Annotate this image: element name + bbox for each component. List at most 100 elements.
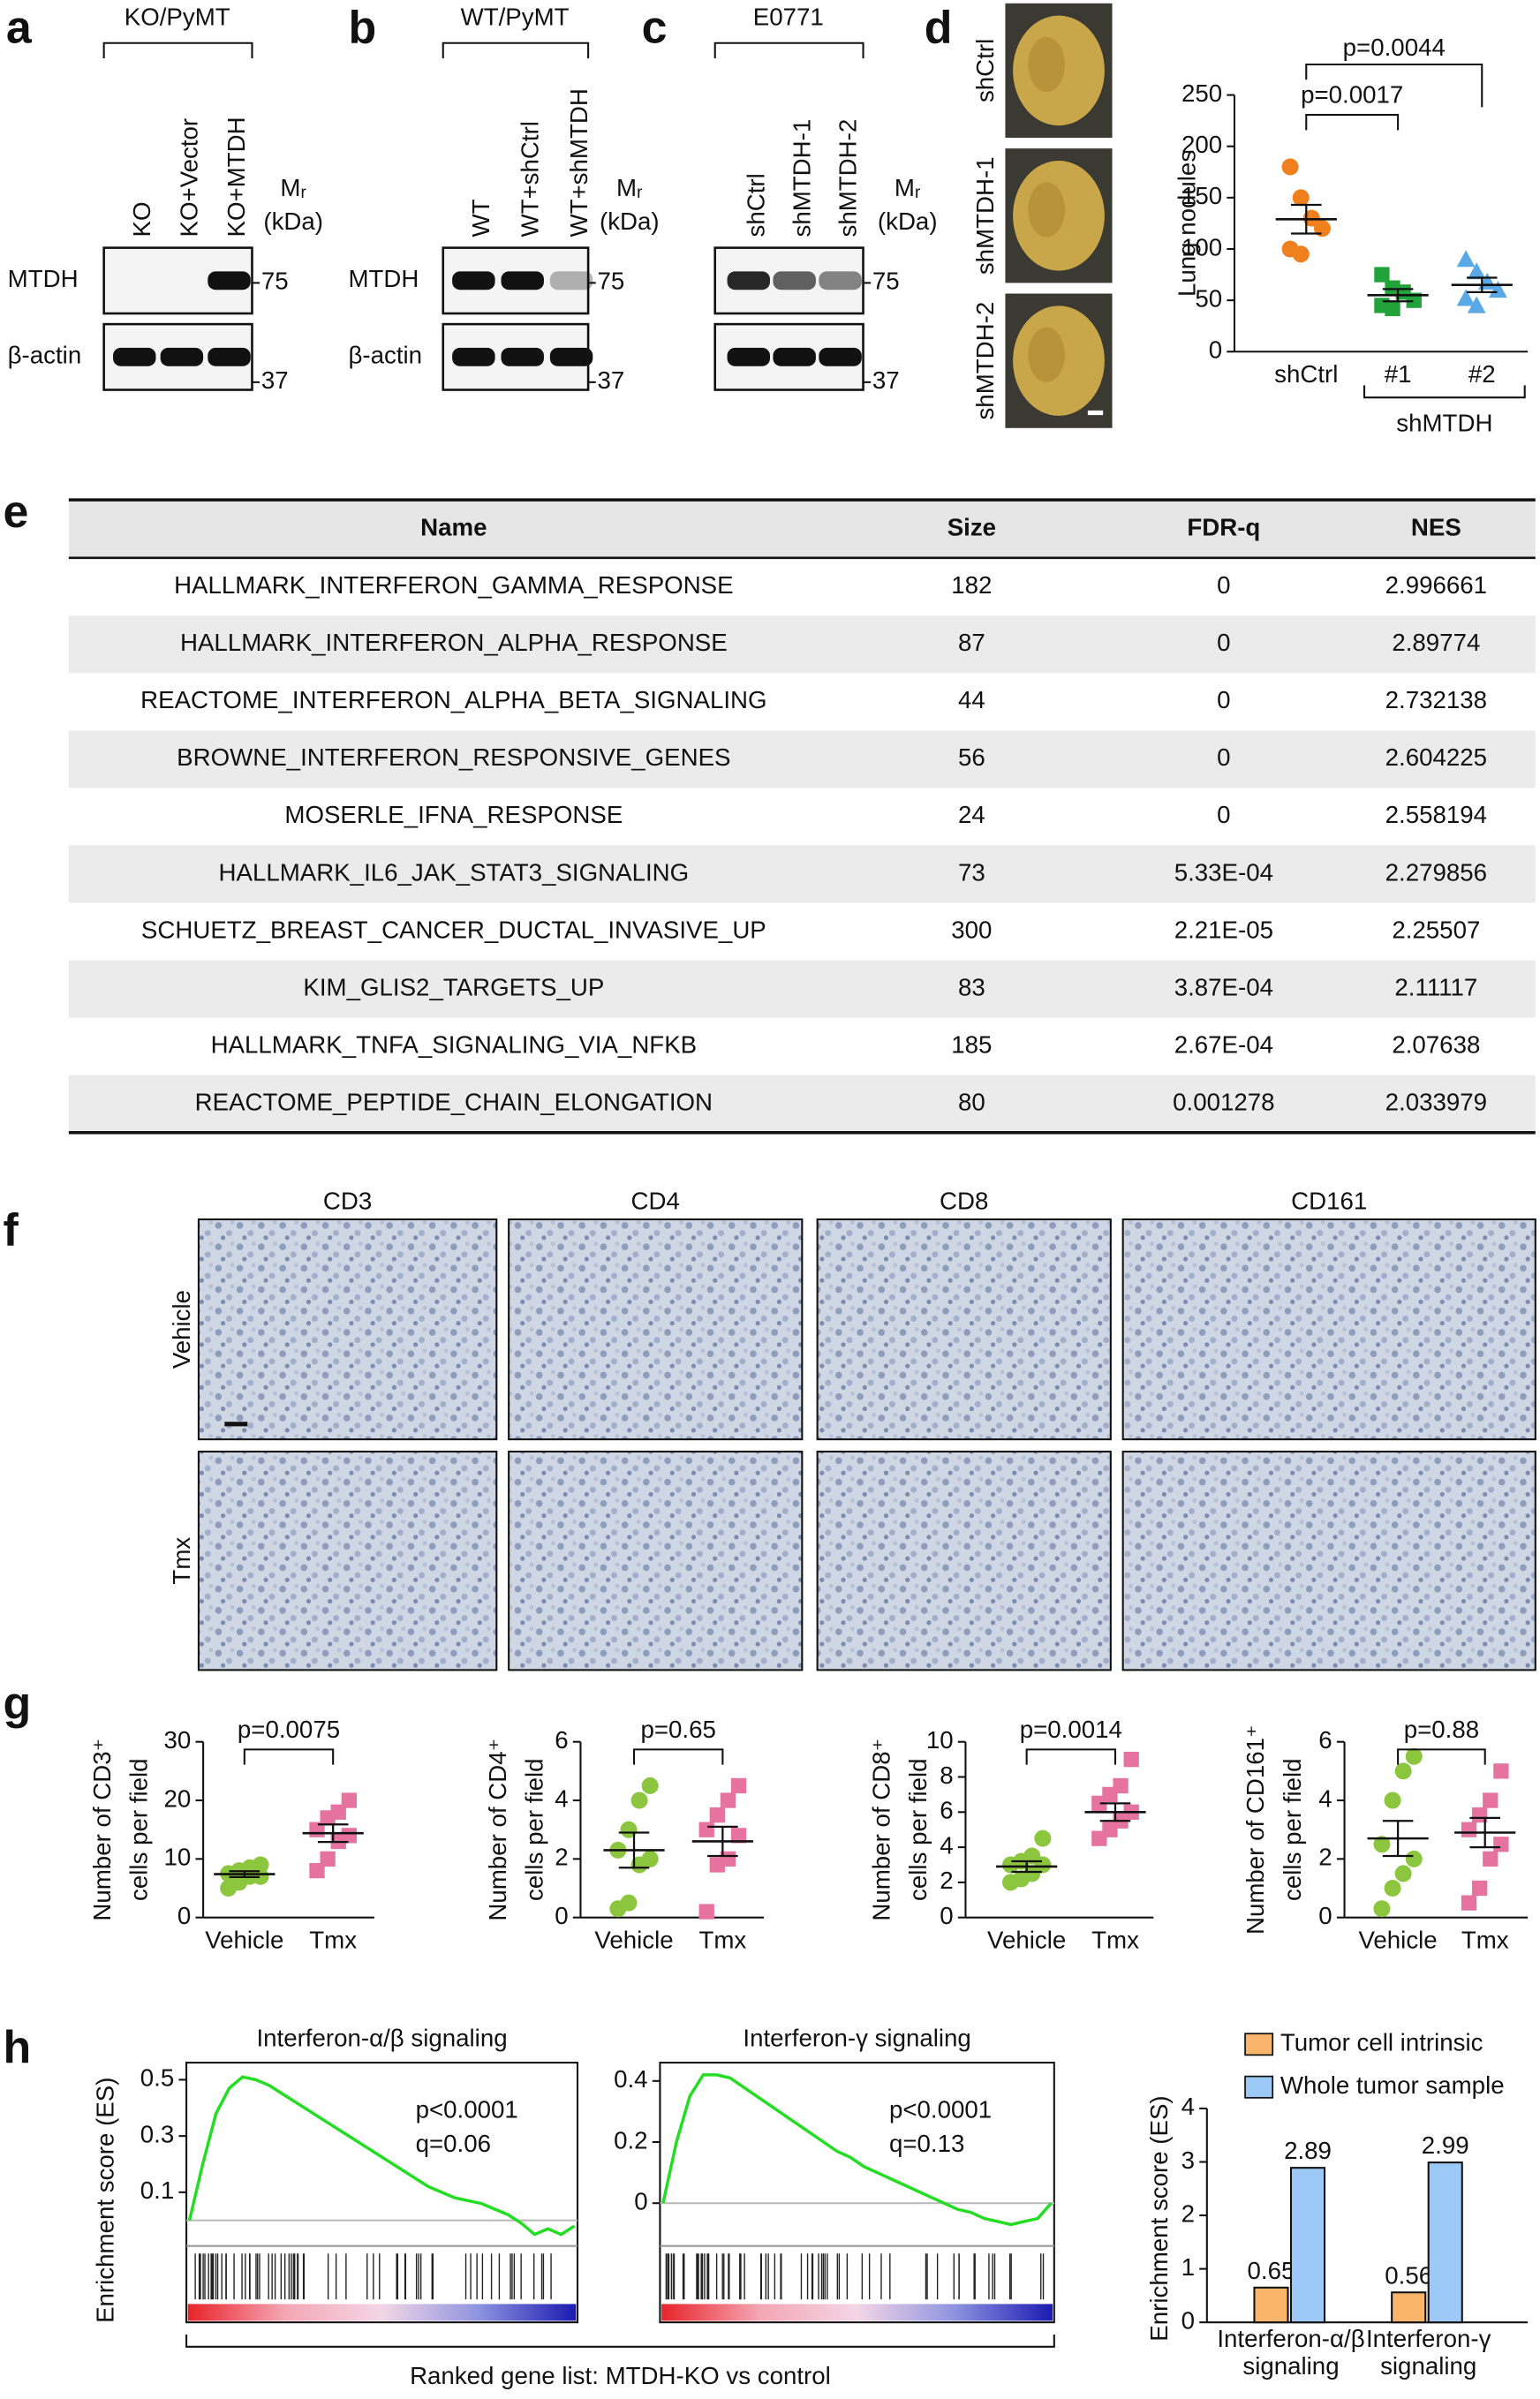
point bbox=[630, 1792, 648, 1809]
band bbox=[160, 347, 204, 366]
point bbox=[1113, 1777, 1129, 1794]
marker-label: 75 bbox=[597, 268, 624, 295]
table-cell: REACTOME_PEPTIDE_CHAIN_ELONGATION bbox=[195, 1089, 713, 1116]
marker-label: 75 bbox=[872, 268, 900, 295]
ihc-column: CD3 bbox=[323, 1187, 372, 1214]
bar bbox=[1427, 2161, 1463, 2324]
band bbox=[819, 347, 862, 366]
row-bg bbox=[68, 615, 1536, 674]
error-bar bbox=[1469, 1816, 1501, 1849]
y-tick-label: 6 bbox=[1318, 1726, 1332, 1754]
y-tick-label: 200 bbox=[1181, 131, 1222, 158]
bar bbox=[1253, 2286, 1289, 2324]
panel-letter: h bbox=[3, 2021, 31, 2072]
data-label: 2.99 bbox=[1422, 2131, 1469, 2159]
hit-lines bbox=[194, 2253, 552, 2300]
chart-title: Interferon-α/β signaling bbox=[256, 2024, 507, 2051]
bar bbox=[1391, 2291, 1427, 2324]
table-cell: 2.279856 bbox=[1385, 858, 1487, 886]
panel-letter: d bbox=[925, 2, 953, 53]
data-label: 0.65 bbox=[1248, 2257, 1295, 2284]
table-cell: HALLMARK_INTERFERON_GAMMA_RESPONSE bbox=[174, 571, 734, 599]
point bbox=[709, 1807, 725, 1823]
table-cell: MOSERLE_IFNA_RESPONSE bbox=[284, 801, 623, 828]
lane-label: KO+Vector bbox=[176, 118, 203, 238]
y-tick-label: 10 bbox=[926, 1726, 954, 1754]
annotation: p<0.0001 bbox=[889, 2096, 992, 2124]
lane-label: WT bbox=[467, 199, 494, 237]
y-tick-label: 4 bbox=[1318, 1784, 1332, 1812]
blot-header: WT/PyMT bbox=[461, 3, 570, 30]
panel-letter: e bbox=[3, 486, 28, 537]
es-curve bbox=[661, 2073, 1053, 2227]
table-cell: 182 bbox=[951, 571, 992, 599]
y-tick-label: 2 bbox=[1318, 1844, 1332, 1871]
y-tick-label: 4 bbox=[555, 1784, 568, 1812]
p-value: p=0.65 bbox=[640, 1716, 715, 1743]
point bbox=[330, 1804, 346, 1820]
lung-shade bbox=[1028, 182, 1065, 238]
y-tick-label: 0 bbox=[555, 1902, 568, 1929]
lane-label: shMTDH-1 bbox=[788, 119, 815, 238]
row-label: MTDH bbox=[8, 265, 79, 292]
table-cell: 2.07638 bbox=[1392, 1030, 1480, 1058]
mr-label: Mᵣ bbox=[280, 174, 306, 201]
point bbox=[1467, 262, 1486, 280]
row-bg bbox=[68, 845, 1536, 903]
table-cell: 2.25507 bbox=[1392, 916, 1480, 943]
band bbox=[773, 347, 816, 366]
x-tick-label: Tmx bbox=[1461, 1927, 1509, 1954]
marker-label: 37 bbox=[597, 366, 624, 394]
x-tick-label: #1 bbox=[1385, 360, 1412, 388]
comparison-bracket bbox=[1305, 114, 1400, 131]
table-cell: 2.558194 bbox=[1385, 801, 1487, 828]
table-cell: 2.11117 bbox=[1394, 973, 1477, 1000]
mr-label: Mᵣ bbox=[895, 174, 921, 201]
y-axis-label: Enrichment score (ES) bbox=[91, 2078, 118, 2323]
error-bar bbox=[317, 1823, 349, 1844]
legend-swatch bbox=[1244, 2075, 1274, 2099]
ihc-image bbox=[508, 1218, 804, 1441]
error-bar bbox=[618, 1831, 650, 1869]
y-tick-label: 0 bbox=[634, 2188, 647, 2215]
x-tick-label: Tmx bbox=[698, 1927, 746, 1954]
x-tick-label: Tmx bbox=[309, 1927, 357, 1954]
x-tick-label: Interferon-α/β signaling bbox=[1217, 2325, 1364, 2380]
marker-label: 37 bbox=[872, 366, 900, 394]
point bbox=[1461, 1822, 1477, 1837]
table-cell: 0 bbox=[1217, 801, 1230, 828]
legend-label: Whole tumor sample bbox=[1280, 2071, 1505, 2099]
data-label: 0.56 bbox=[1385, 2261, 1432, 2289]
y-tick-label: 30 bbox=[163, 1726, 191, 1754]
x-tick-label: Vehicle bbox=[594, 1927, 673, 1954]
table-cell: 0 bbox=[1217, 571, 1230, 599]
error-bar bbox=[1382, 1820, 1414, 1858]
kda-label: (kDa) bbox=[878, 207, 938, 235]
y-axis-label: Lung nodules bbox=[1173, 150, 1200, 297]
table-cell: 73 bbox=[958, 858, 985, 886]
y-tick-label: 0 bbox=[177, 1902, 191, 1929]
point bbox=[1384, 1879, 1401, 1897]
legend-label: Tumor cell intrinsic bbox=[1280, 2029, 1483, 2056]
marker-label: 75 bbox=[261, 268, 289, 295]
x-tick-label: Tmx bbox=[1091, 1927, 1139, 1954]
mr-label: Mᵣ bbox=[616, 174, 643, 201]
point bbox=[1123, 1751, 1139, 1768]
y-tick-label: 3 bbox=[1181, 2146, 1195, 2174]
table-cell: SCHUETZ_BREAST_CANCER_DUCTAL_INVASIVE_UP bbox=[141, 916, 766, 943]
point bbox=[252, 1856, 269, 1874]
comparison-bracket bbox=[243, 1748, 335, 1765]
table-cell: 2.89774 bbox=[1392, 629, 1480, 656]
lung-shade bbox=[1028, 36, 1065, 93]
point bbox=[1483, 1851, 1498, 1867]
point bbox=[1472, 1880, 1488, 1897]
point bbox=[1405, 1747, 1423, 1765]
lane-label: WT+shCtrl bbox=[516, 121, 543, 237]
table-cell: KIM_GLIS2_TARGETS_UP bbox=[303, 973, 604, 1000]
table-cell: 0 bbox=[1217, 743, 1230, 771]
ihc-image bbox=[816, 1450, 1112, 1671]
y-tick-label: 250 bbox=[1181, 79, 1222, 107]
y-tick-label: 150 bbox=[1181, 182, 1222, 209]
band bbox=[208, 347, 251, 366]
error-bar bbox=[1011, 1860, 1042, 1874]
